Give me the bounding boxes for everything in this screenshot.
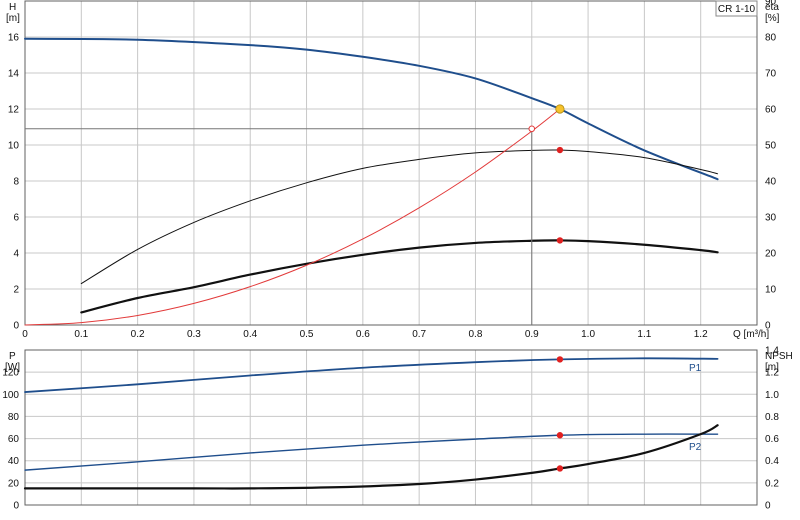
bottom-left-tick-label: 60: [8, 434, 20, 445]
top-right-tick-label: 90: [765, 0, 777, 8]
x-tick-label: 0.4: [243, 329, 257, 340]
x-tick-label: 0.6: [356, 329, 370, 340]
bottom-right-tick-label: 0.6: [765, 434, 779, 445]
bottom-right-tick-label: 0: [765, 501, 771, 512]
series-label-p1: P1: [689, 363, 702, 374]
bottom-right-axis-label-line2: [m]: [765, 362, 779, 373]
guide-endpoint-marker: [528, 125, 536, 133]
top-right-tick-label: 50: [765, 141, 777, 152]
top-left-tick-label: 14: [8, 69, 20, 80]
bottom-left-tick-label: 40: [8, 456, 20, 467]
top-left-tick-label: 0: [13, 321, 19, 332]
bottom-right-tick-label: 1.2: [765, 368, 779, 379]
x-tick-label: 1.1: [637, 329, 651, 340]
bottom-right-tick-label: 0.2: [765, 478, 779, 489]
top-left-tick-label: 8: [13, 177, 19, 188]
top-right-tick-label: 60: [765, 105, 777, 116]
top-right-axis-label-line2: [%]: [765, 13, 780, 24]
tick-labels: 0 2 4 6 8 10 12 14 16 0 10 20 30 40 50 60 70 80 90 0 20 40 60 8…: [2, 0, 779, 512]
bottom-series-2-line: [23, 424, 719, 490]
bottom-right-tick-label: 1.0: [765, 390, 779, 401]
top-left-tick-label: 4: [13, 249, 19, 260]
top-right-tick-label: 10: [765, 285, 777, 296]
top-panel-series: [24, 37, 719, 326]
bottom-operating-marker: [556, 432, 564, 439]
top-panel-grid: [25, 1, 757, 325]
bottom-left-tick-label: 20: [8, 478, 20, 489]
bottom-operating-marker: [556, 356, 564, 363]
x-tick-label: 0.1: [74, 329, 88, 340]
top-series-3-line: [24, 108, 561, 326]
top-panel-frame: [24, 0, 758, 326]
bottom-left-tick-label: 120: [2, 368, 19, 379]
top-series-0-line: [24, 37, 719, 181]
top-left-tick-label: 10: [8, 141, 20, 152]
bottom-left-axis-label-line2: [W]: [5, 362, 20, 373]
top-left-tick-label: 12: [8, 105, 20, 116]
top-right-tick-label: 30: [765, 213, 777, 224]
x-tick-label: 0.3: [187, 329, 201, 340]
top-operating-marker: [556, 237, 564, 244]
bottom-left-tick-label: 80: [8, 412, 20, 423]
bottom-panel-series: [23, 356, 719, 490]
x-axis-label: Q [m³/h]: [733, 329, 769, 340]
x-tick-label: 0.8: [469, 329, 483, 340]
top-right-tick-label: 80: [765, 33, 777, 44]
top-left-tick-label: 2: [13, 285, 19, 296]
series-label-p2: P2: [689, 442, 702, 453]
bottom-panel-grid: [25, 350, 757, 505]
bottom-operating-marker: [556, 465, 564, 472]
x-tick-label: 0.9: [525, 329, 539, 340]
top-series-1-line: [80, 149, 719, 285]
bottom-right-tick-label: 1.4: [765, 346, 779, 357]
x-tick-label: 1.0: [581, 329, 595, 340]
top-right-tick-label: 70: [765, 69, 777, 80]
bottom-right-tick-label: 0.4: [765, 456, 779, 467]
x-tick-label: 0.5: [300, 329, 314, 340]
x-tick-label: 1.2: [694, 329, 708, 340]
top-operating-marker: [556, 146, 564, 154]
top-left-tick-label: 6: [13, 213, 19, 224]
x-tick-label: 0.7: [412, 329, 426, 340]
top-series-2-line: [80, 239, 719, 314]
bottom-left-tick-label: 100: [2, 390, 19, 401]
top-right-tick-label: 40: [765, 177, 777, 188]
bottom-right-tick-label: 0.8: [765, 412, 779, 423]
top-right-tick-label: 20: [765, 249, 777, 260]
x-tick-label: 0.2: [131, 329, 145, 340]
bottom-right-axis-label-line1: NPSH: [765, 351, 793, 362]
x-tick-label: 0: [22, 329, 28, 340]
bottom-left-tick-label: 0: [13, 501, 19, 512]
top-left-tick-label: 16: [8, 33, 20, 44]
top-right-axis-label-line1: eta: [765, 2, 779, 13]
bottom-left-axis-label-line1: P: [9, 351, 16, 362]
top-left-axis-label-line2: [m]: [6, 13, 20, 24]
bottom-series-0-line: [24, 357, 719, 393]
bottom-panel-frame: [24, 349, 758, 506]
top-right-tick-label: 0: [765, 321, 771, 332]
duty-point-marker: [555, 104, 565, 114]
model-badge-text: CR 1-10: [718, 4, 756, 15]
bottom-series-1-line: [24, 433, 719, 471]
model-badge: [715, 0, 758, 17]
top-left-axis-label-line1: H: [9, 2, 16, 13]
